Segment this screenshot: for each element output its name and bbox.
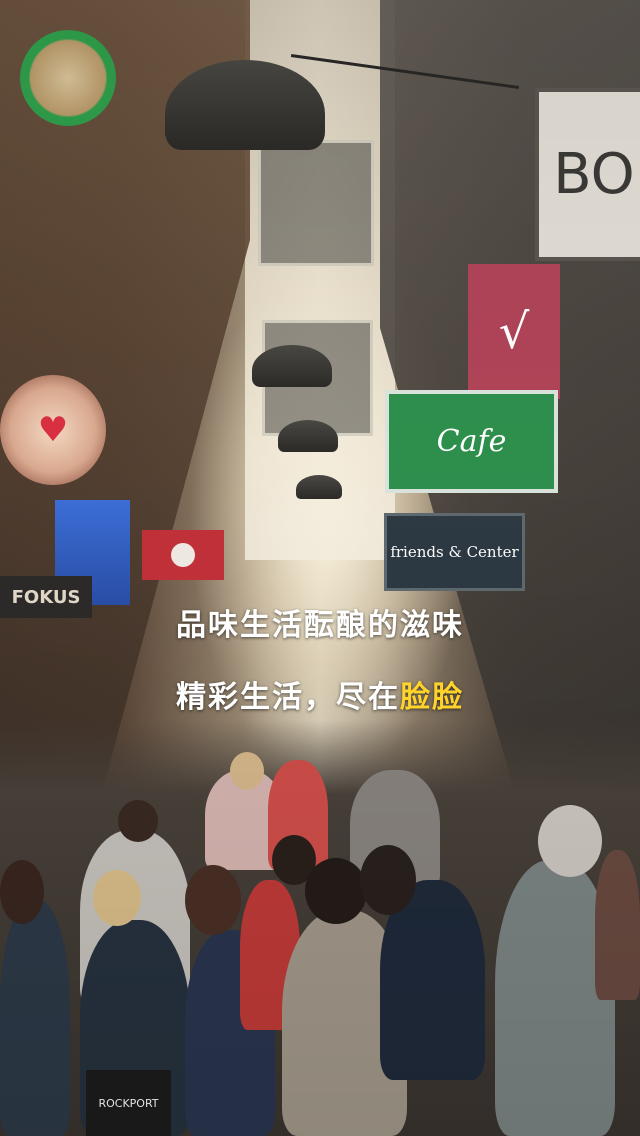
person-head (118, 800, 158, 842)
person (380, 880, 485, 1080)
person-head (305, 858, 367, 924)
heart-sign-icon: ♥ (0, 375, 106, 485)
sign-rockport-text: ROCKPORT (98, 1096, 159, 1110)
person-head (185, 865, 241, 935)
sign-friends: friends & Center (384, 513, 525, 591)
background-window (258, 140, 374, 266)
street-lamp-icon (165, 60, 325, 150)
tagline-line-2: 精彩生活，尽在脸脸 (0, 672, 640, 716)
person-head (360, 845, 416, 915)
street-lamp-icon (296, 475, 342, 499)
tagline-line-2-prefix: 精彩生活，尽在 (176, 680, 400, 715)
sign-fokus-text: FOKUS (11, 586, 81, 608)
person (0, 900, 70, 1136)
sign-friends-text: friends & Center (390, 543, 519, 561)
sign-cafe-text: Cafe (436, 424, 507, 459)
person (595, 850, 640, 1000)
sign-bo: BO (535, 88, 640, 261)
tagline-line-1: 品味生活酝酿的滋味 (176, 608, 464, 643)
round-sign-icon (20, 30, 116, 126)
shopping-bag: ROCKPORT (86, 1070, 171, 1136)
sign-fokus: FOKUS (0, 576, 92, 618)
sign-bo-text: BO (553, 142, 635, 207)
person-head (0, 860, 44, 924)
street-lamp-icon (278, 420, 338, 452)
person-head (93, 870, 141, 926)
sign-cafe: Cafe (385, 390, 558, 493)
sign-red (142, 530, 224, 580)
person-head (230, 752, 264, 790)
sign-vk: √ (468, 264, 560, 399)
street-lamp-icon (252, 345, 332, 387)
person-head (538, 805, 602, 877)
brand-name: 脸脸 (400, 680, 464, 715)
